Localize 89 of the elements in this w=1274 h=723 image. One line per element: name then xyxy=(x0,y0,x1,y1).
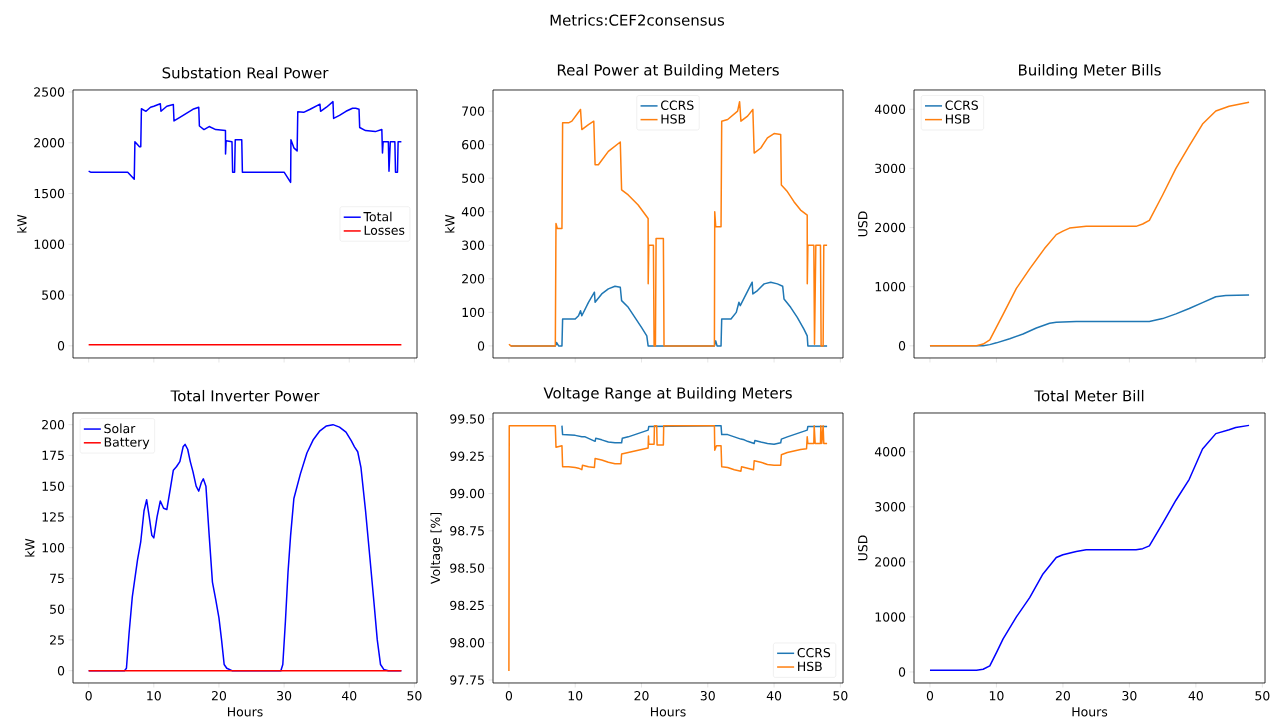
y-tick-label: 100 xyxy=(462,307,485,318)
chart-title: Real Power at Building Meters xyxy=(557,64,779,79)
y-tick-label: 99.00 xyxy=(450,488,485,499)
x-tick-label: 40 xyxy=(766,691,782,701)
y-axis-title: Voltage [%] xyxy=(430,512,443,584)
y-tick-label: 75 xyxy=(50,573,64,584)
y-tick-label: 50 xyxy=(50,604,65,614)
x-axis-title: Hours xyxy=(1072,707,1108,717)
y-axis-title: USD xyxy=(858,211,868,237)
x-tick-label: 50 xyxy=(1255,691,1270,701)
line-series xyxy=(508,100,828,347)
x-tick-label: 10 xyxy=(568,691,583,701)
y-tick-label: 175 xyxy=(42,450,64,461)
legend-label: Battery xyxy=(104,437,150,450)
y-tick-label: 97.75 xyxy=(450,675,484,685)
line-series xyxy=(929,101,1250,347)
y-tick-label: 4000 xyxy=(874,447,906,457)
y-tick-label: 1000 xyxy=(875,612,906,622)
chart-title: Voltage Range at Building Meters xyxy=(543,387,792,402)
y-tick-label: 3000 xyxy=(875,502,906,512)
y-tick-label: 2000 xyxy=(875,557,906,567)
y-tick-label: 0 xyxy=(898,341,906,351)
legend-label: Total xyxy=(363,211,392,222)
x-tick-label: 30 xyxy=(1122,691,1137,701)
legend-label: HSB xyxy=(945,114,970,124)
y-tick-label: 2500 xyxy=(34,87,65,97)
y-tick-label: 700 xyxy=(462,106,485,116)
chart-title: Total Meter Bill xyxy=(1034,389,1144,402)
legend-label: Losses xyxy=(364,225,405,235)
y-tick-label: 200 xyxy=(462,274,485,284)
y-tick-label: 1000 xyxy=(34,239,65,249)
y-tick-label: 2000 xyxy=(875,222,906,233)
y-tick-label: 99.50 xyxy=(450,414,485,424)
y-tick-label: 600 xyxy=(462,139,485,150)
y-tick-label: 0 xyxy=(57,665,65,676)
y-tick-label: 99.25 xyxy=(450,451,484,461)
y-tick-label: 0 xyxy=(898,667,906,677)
y-tick-label: 100 xyxy=(42,542,65,553)
x-tick-label: 50 xyxy=(833,691,848,701)
chart-title: Building Meter Bills xyxy=(1019,64,1161,79)
y-tick-label: 25 xyxy=(50,635,64,645)
x-axis-title: Hours xyxy=(650,707,686,717)
text: Metrics:CEF2consensus xyxy=(550,14,725,26)
x-tick-label: 20 xyxy=(211,691,227,701)
y-tick-label: 98.00 xyxy=(450,637,485,648)
y-tick-label: 2000 xyxy=(34,138,65,148)
legend-label: Solar xyxy=(104,423,136,434)
y-tick-label: 98.50 xyxy=(450,563,485,573)
x-tick-label: 50 xyxy=(407,691,422,701)
y-tick-label: 500 xyxy=(42,290,65,300)
legend-label: CCRS xyxy=(945,100,978,110)
y-axis-title: USD xyxy=(858,535,868,561)
legend-label: HSB xyxy=(798,661,822,672)
y-tick-label: 4000 xyxy=(874,104,906,114)
y-tick-label: 3000 xyxy=(875,163,906,174)
y-tick-label: 0 xyxy=(477,341,485,351)
line-series xyxy=(87,100,403,184)
y-tick-label: 0 xyxy=(57,341,65,351)
y-tick-label: 200 xyxy=(42,419,65,430)
y-axis-title: kW xyxy=(24,538,35,557)
x-tick-label: 10 xyxy=(989,691,1004,701)
x-tick-label: 0 xyxy=(505,691,513,701)
x-tick-label: 0 xyxy=(85,691,92,701)
x-tick-label: 20 xyxy=(1055,691,1071,701)
x-tick-label: 20 xyxy=(634,691,649,701)
chart-title: Total Inverter Power xyxy=(170,389,320,402)
y-tick-label: 300 xyxy=(462,240,485,250)
y-axis-title: kW xyxy=(16,214,27,233)
line-series xyxy=(929,424,1250,672)
y-tick-label: 150 xyxy=(42,481,65,491)
legend-label: HSB xyxy=(661,114,686,124)
y-tick-label: 98.75 xyxy=(450,526,484,536)
chart-title: Substation Real Power xyxy=(162,66,329,79)
x-tick-label: 30 xyxy=(277,691,292,701)
x-tick-label: 0 xyxy=(926,691,934,701)
y-tick-label: 400 xyxy=(461,207,485,217)
x-tick-label: 40 xyxy=(341,691,357,701)
y-tick-label: 500 xyxy=(462,173,485,183)
legend-label: CCRS xyxy=(797,647,831,658)
x-tick-label: 30 xyxy=(700,691,715,701)
legend-label: CCRS xyxy=(660,100,694,110)
y-axis-title: kW xyxy=(444,214,455,233)
y-tick-label: 1000 xyxy=(875,281,906,292)
y-tick-label: 98.25 xyxy=(450,600,484,611)
y-tick-label: 125 xyxy=(42,512,64,522)
x-tick-label: 40 xyxy=(1188,691,1203,701)
y-tick-label: 1500 xyxy=(34,188,65,199)
x-tick-label: 10 xyxy=(147,691,161,701)
x-axis-title: Hours xyxy=(227,707,263,717)
